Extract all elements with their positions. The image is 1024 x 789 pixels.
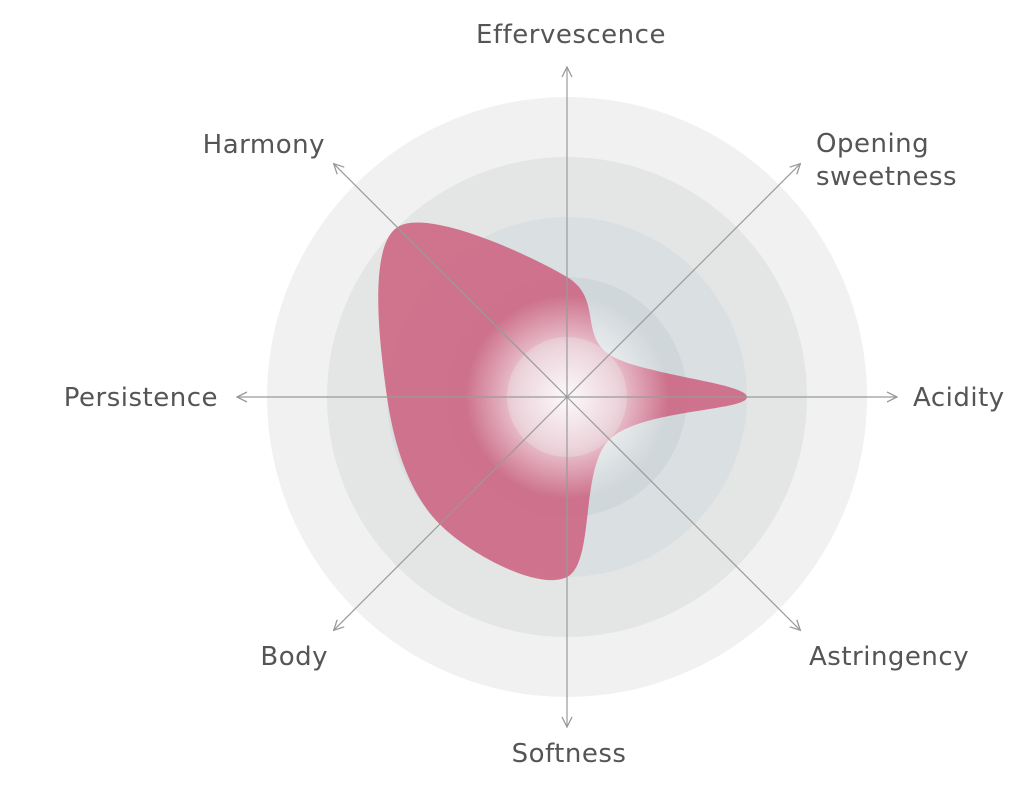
- label-line: Effervescence: [476, 20, 666, 50]
- label-line: Acidity: [913, 383, 1005, 413]
- axis-label-harmony: Harmony: [203, 130, 325, 160]
- radar-axes: [237, 67, 897, 727]
- axis-label-body: Body: [260, 642, 328, 672]
- axis-label-astringency: Astringency: [809, 642, 969, 672]
- axis-label-acidity: Acidity: [913, 383, 1005, 413]
- axis-opening-sweetness: [566, 164, 800, 398]
- axis-label-effervescence: Effervescence: [476, 20, 666, 50]
- label-line: Softness: [512, 739, 627, 769]
- label-line: sweetness: [816, 162, 957, 192]
- label-line: Persistence: [64, 383, 218, 413]
- axis-labels: Effervescence Opening sweetness Acidity Astr…: [64, 20, 1005, 769]
- axis-label-softness: Softness: [512, 739, 627, 769]
- axis-harmony: [334, 164, 568, 398]
- label-line: Harmony: [203, 130, 325, 160]
- axis-astringency: [566, 396, 800, 630]
- axis-label-opening-sweetness: Opening sweetness: [816, 129, 957, 192]
- label-line: Opening: [816, 129, 929, 159]
- label-line: Astringency: [809, 642, 969, 672]
- label-line: Body: [260, 642, 328, 672]
- axis-label-persistence: Persistence: [64, 383, 218, 413]
- axis-body: [334, 396, 568, 630]
